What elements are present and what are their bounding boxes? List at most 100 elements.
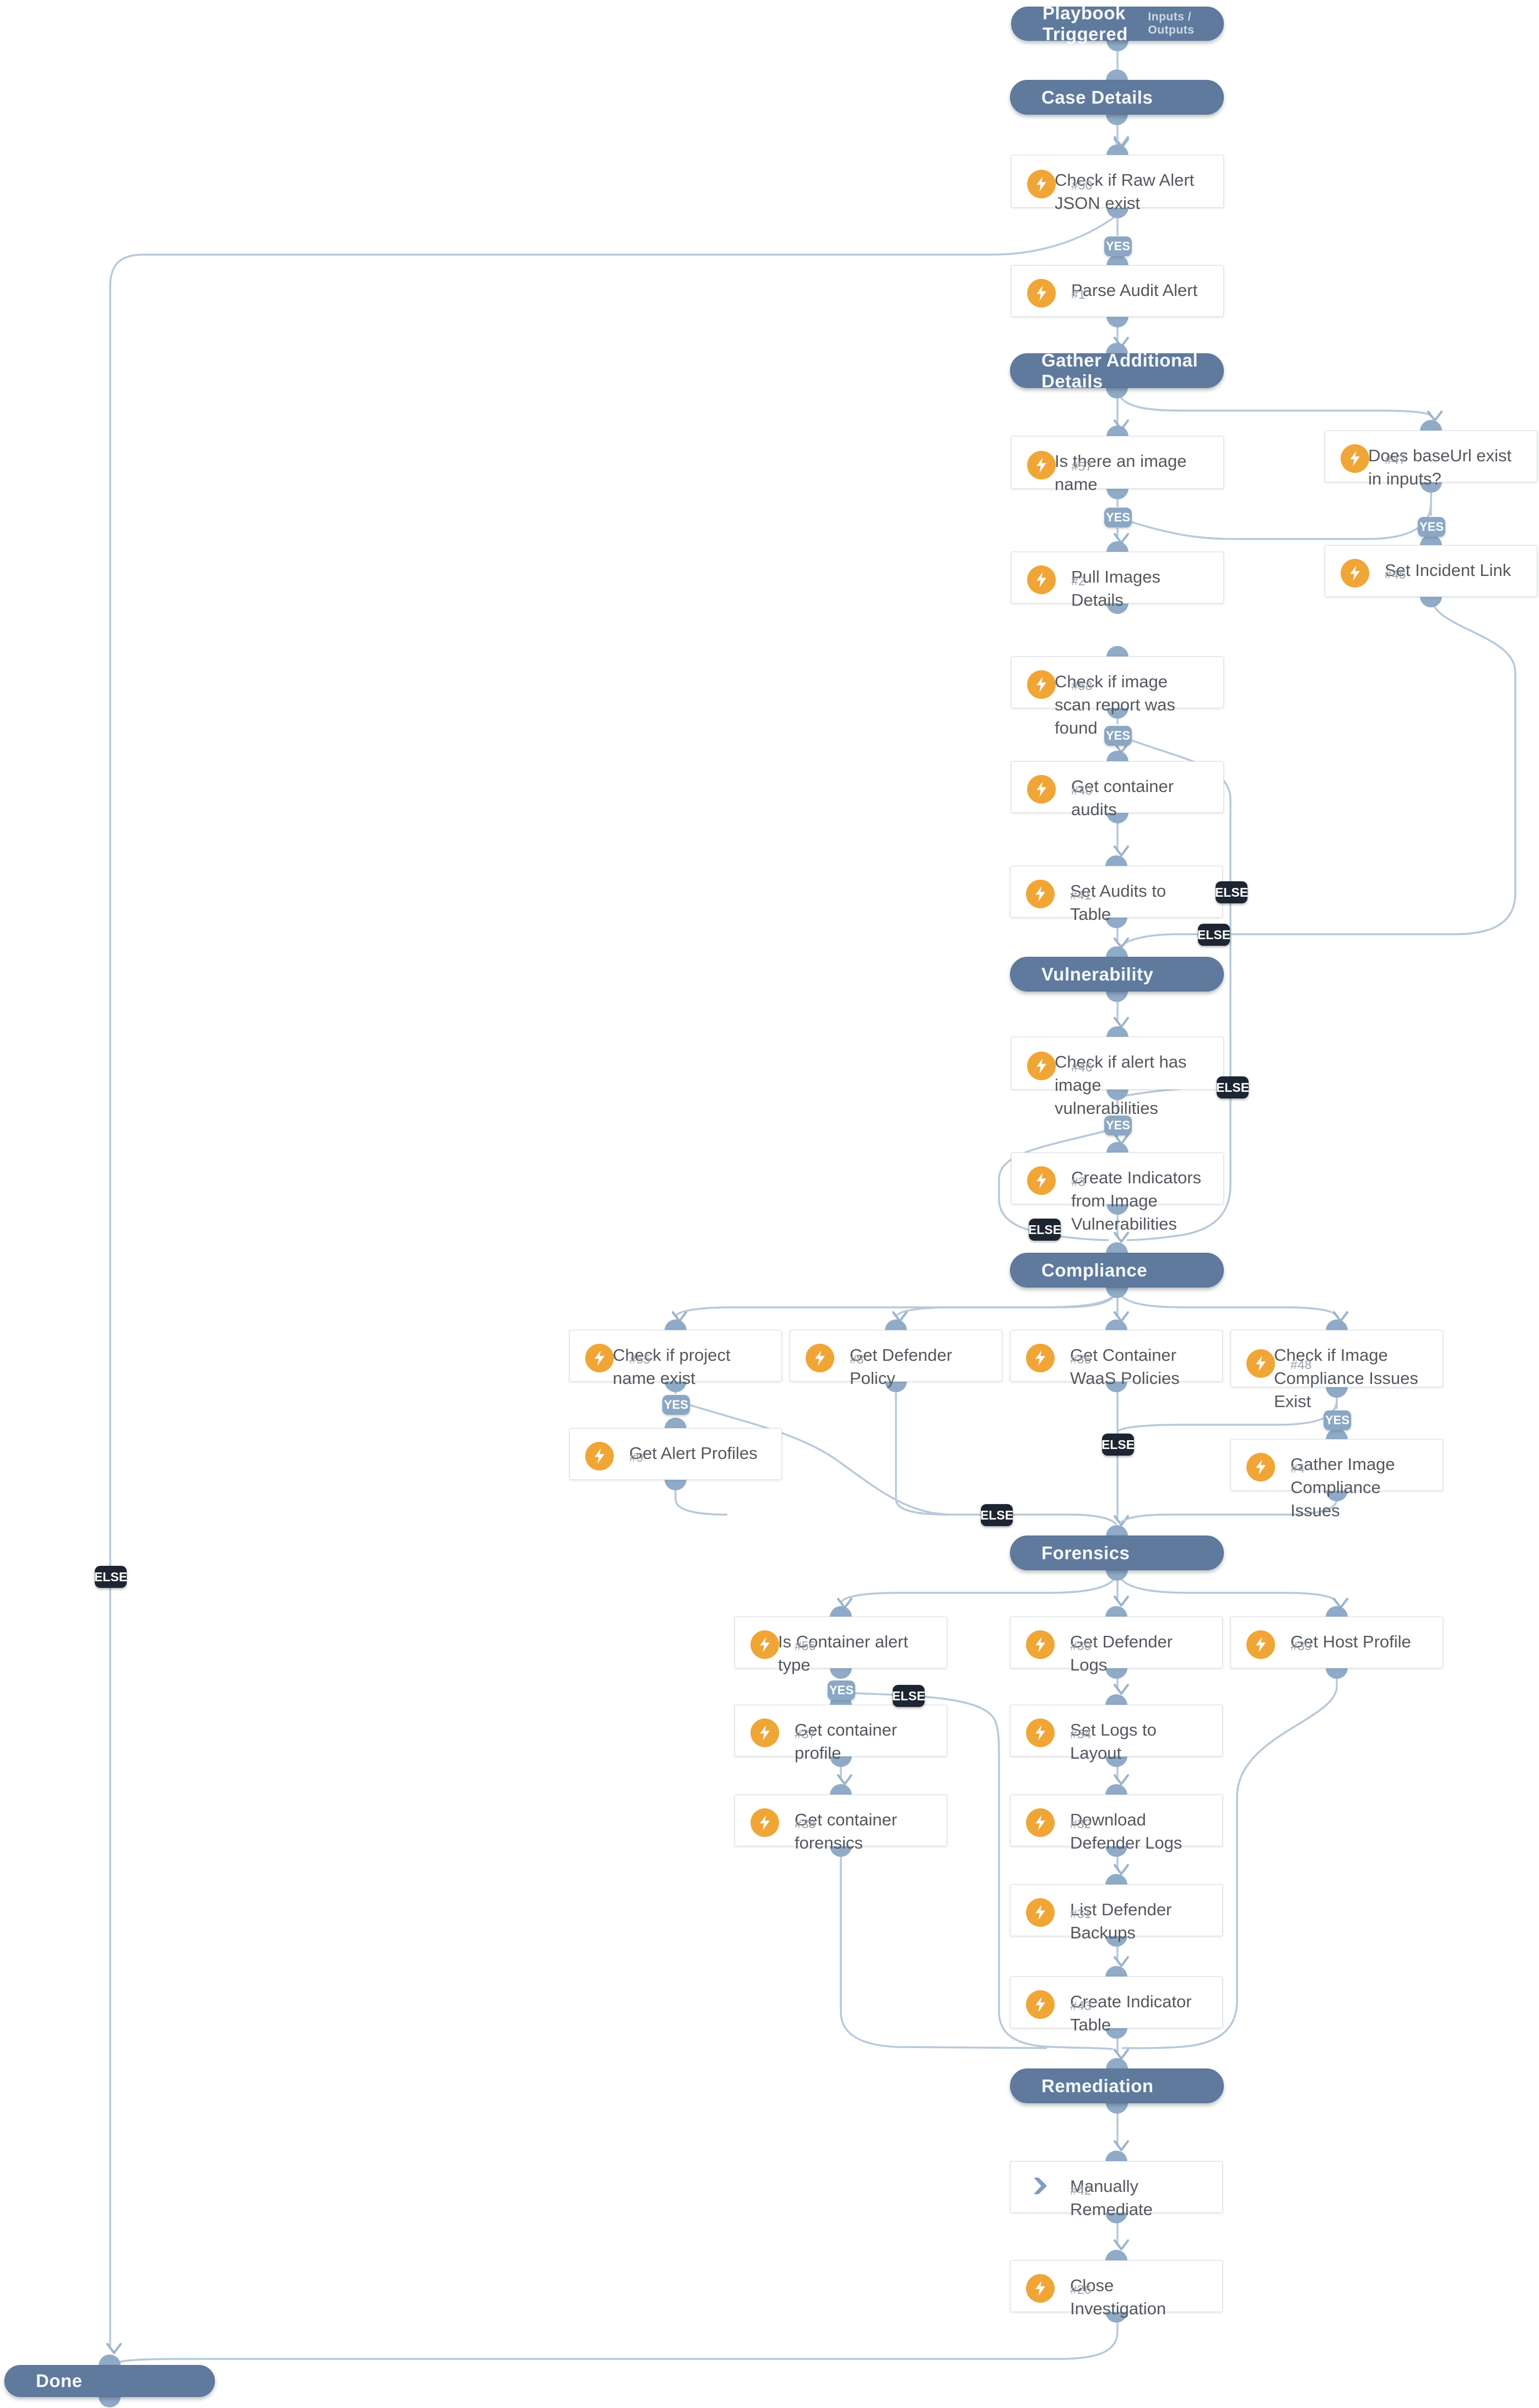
section-header-forensics[interactable]: Forensics: [1010, 1536, 1224, 1570]
node-title: Get Defender Logs: [1070, 1632, 1173, 1674]
node-title: Get container forensics: [795, 1810, 898, 1852]
automation-lightning-icon: [1027, 1052, 1056, 1080]
node-title: Close Investigation: [1070, 2276, 1167, 2318]
node-title-row: Is Container alert type: [755, 1630, 936, 1677]
node-title: Compliance: [1041, 1259, 1148, 1280]
task-number: #57: [1071, 459, 1093, 473]
node-title-row: Get Host Profile: [1251, 1630, 1432, 1654]
task-number: #31: [1070, 1906, 1092, 1921]
else-branch-badge: ELSE: [94, 1566, 127, 1588]
section-header-gather-additional-details[interactable]: Gather Additional Details: [1010, 350, 1224, 391]
node-title: Check if Raw Alert JSON exist: [1055, 170, 1195, 213]
yes-branch-badge: YES: [828, 1680, 855, 1700]
automation-lightning-icon: [1026, 2274, 1055, 2303]
task-node-get-defender-policy[interactable]: Get Defender Policy #8: [790, 1330, 1002, 1388]
else-branch-badge: ELSE: [892, 1685, 925, 1707]
node-title-row: Pull Images Details: [1032, 565, 1212, 612]
task-node-get-alert-profiles[interactable]: Get Alert Profiles #9: [569, 1428, 782, 1480]
node-title: Set Incident Link: [1385, 561, 1511, 580]
node-title-row: Does baseUrl exist in inputs?: [1345, 444, 1526, 491]
condition-node-is-there-an-image-name[interactable]: Is there an image name #57: [1011, 436, 1224, 494]
condition-node-check-if-image-compliance-issues-exist[interactable]: Check if Image Compliance Issues Exist #4…: [1230, 1330, 1443, 1411]
node-title-row: Create Indicator Table: [1030, 1990, 1211, 2037]
task-number: #4: [1290, 1461, 1305, 1475]
node-title: Get Host Profile: [1290, 1632, 1411, 1651]
node-title-row: Get Alert Profiles: [590, 1442, 770, 1466]
task-node-set-logs-to-layout[interactable]: Set Logs to Layout #34: [1010, 1705, 1223, 1763]
automation-lightning-icon: [1027, 775, 1056, 804]
node-title: Parse Audit Alert: [1071, 281, 1198, 300]
node-title-row: Get Defender Policy: [810, 1344, 991, 1390]
task-node-set-incident-link[interactable]: Set Incident Link #45: [1325, 545, 1537, 597]
task-node-get-host-profile[interactable]: Get Host Profile #39: [1230, 1617, 1443, 1668]
task-node-pull-images-details[interactable]: Pull Images Details #2: [1011, 552, 1224, 610]
node-title: Vulnerability: [1041, 963, 1154, 984]
task-node-get-container-profile[interactable]: Get container profile #37: [735, 1705, 947, 1763]
else-branch-badge: ELSE: [1028, 1219, 1061, 1241]
task-chevron-icon: [1030, 2176, 1050, 2199]
task-node-get-container-forensics[interactable]: Get container forensics #38: [735, 1795, 947, 1852]
task-node-get-defender-logs[interactable]: Get Defender Logs #30: [1010, 1617, 1223, 1674]
task-number: #1: [1071, 287, 1086, 301]
node-title: Case Details: [1041, 87, 1153, 107]
task-number: #45: [1385, 567, 1406, 581]
yes-branch-badge: YES: [1324, 1410, 1351, 1430]
node-title-row: Get Defender Logs: [1030, 1630, 1211, 1677]
condition-node-check-if-project-name-exist[interactable]: Check if project name exist #55: [569, 1330, 782, 1388]
condition-node-is-container-alert-type[interactable]: Is Container alert type #56: [735, 1617, 947, 1674]
node-title: Gather Additional Details: [1041, 349, 1198, 391]
node-title: Playbook Triggered: [1043, 3, 1128, 44]
automation-lightning-icon: [1027, 565, 1056, 594]
section-header-remediation[interactable]: Remediation: [1010, 2068, 1224, 2103]
task-number: #39: [1290, 1639, 1312, 1653]
node-title: List Defender Backups: [1070, 1900, 1172, 1942]
automation-lightning-icon: [1246, 1349, 1275, 1378]
yes-branch-badge: YES: [1104, 1116, 1132, 1135]
node-title: Check if project name exist: [613, 1345, 731, 1388]
automation-lightning-icon: [1026, 880, 1055, 908]
condition-node-check-if-image-scan-report-was-found[interactable]: Check if image scan report was found #58: [1011, 656, 1224, 737]
node-title: Done: [36, 2371, 83, 2391]
node-title: Pull Images Details: [1071, 567, 1160, 610]
task-number: #26: [1070, 2282, 1092, 2297]
yes-branch-badge: YES: [1104, 236, 1132, 256]
inputs-outputs-link[interactable]: Inputs / Outputs: [1148, 10, 1195, 36]
node-title-row: Get Container WaaS Policies: [1030, 1344, 1211, 1390]
task-node-list-defender-backups[interactable]: List Defender Backups #31: [1010, 1884, 1223, 1942]
condition-node-does-baseurl-exist-in-inputs[interactable]: Does baseUrl exist in inputs? #47: [1325, 430, 1537, 488]
task-node-download-defender-logs[interactable]: Download Defender Logs #32: [1010, 1795, 1223, 1852]
task-node-get-container-audits[interactable]: Get container audits #40: [1011, 761, 1224, 819]
task-number: #55: [629, 1352, 651, 1366]
task-node-create-indicators-from-image-vulnerabilities[interactable]: Create Indicators from Image Vulnerabili…: [1011, 1152, 1224, 1233]
task-number: #58: [1071, 678, 1093, 693]
task-node-parse-audit-alert[interactable]: Parse Audit Alert #1: [1011, 265, 1224, 317]
condition-node-check-if-alert-has-image-vulnerabilities[interactable]: Check if alert has image vulnerabilities…: [1011, 1037, 1224, 1118]
terminator-done[interactable]: Done: [4, 2365, 215, 2397]
terminator-playbook-triggered[interactable]: Playbook Triggered Inputs / Outputs: [1011, 3, 1224, 44]
section-header-vulnerability[interactable]: Vulnerability: [1010, 957, 1224, 992]
condition-node-check-if-raw-alert-json-exist[interactable]: Check if Raw Alert JSON exist #50: [1011, 155, 1224, 213]
task-node-manually-remediate[interactable]: Manually Remediate #42: [1010, 2161, 1223, 2219]
task-node-set-audits-to-table[interactable]: Set Audits to Table #41: [1010, 866, 1223, 924]
task-node-close-investigation[interactable]: Close Investigation #26: [1010, 2260, 1223, 2318]
task-number: #36: [1070, 1352, 1092, 1366]
node-title: Forensics: [1041, 1542, 1130, 1563]
automation-lightning-icon: [806, 1344, 834, 1372]
task-number: #42: [1070, 2183, 1092, 2197]
task-node-gather-image-compliance-issues[interactable]: Gather Image Compliance Issues #4: [1230, 1439, 1443, 1520]
node-title: Create Indicators from Image Vulnerabili…: [1071, 1168, 1202, 1233]
task-node-create-indicator-table[interactable]: Create Indicator Table #43: [1010, 1976, 1223, 2034]
automation-lightning-icon: [1027, 170, 1056, 198]
task-number: #38: [795, 1817, 816, 1831]
node-title: Create Indicator Table: [1070, 1992, 1192, 2034]
node-title-row: List Defender Backups: [1030, 1898, 1211, 1944]
section-header-compliance[interactable]: Compliance: [1010, 1253, 1224, 1288]
task-node-get-container-waas-policies[interactable]: Get Container WaaS Policies #36: [1010, 1330, 1223, 1388]
automation-lightning-icon: [750, 1630, 779, 1659]
section-header-case-details[interactable]: Case Details: [1010, 80, 1224, 115]
automation-lightning-icon: [1027, 451, 1056, 480]
task-number: #48: [1290, 1357, 1312, 1372]
task-number: #34: [1070, 1727, 1092, 1741]
